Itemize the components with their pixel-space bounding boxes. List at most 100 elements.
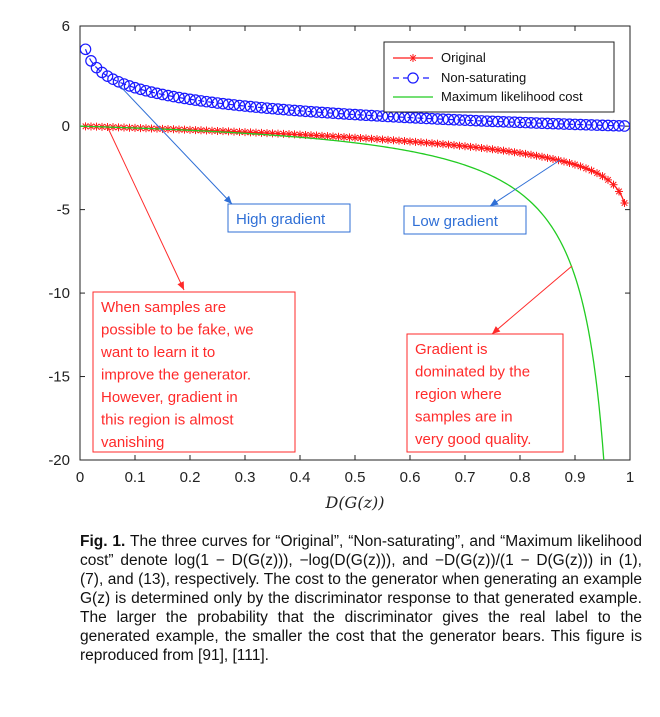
original-marker: [439, 140, 447, 149]
chart-svg: 0 0.1 0.2 0.3 0.4 0.5 0.6 0.7 0.8 0.9 1 6 0 -5 -10 -15 -…: [48, 18, 634, 512]
annotation-vanishing-line: When samples are: [101, 299, 226, 316]
x-tick-label: 0.6: [400, 469, 421, 486]
legend-label-non-saturating: Non-saturating: [441, 70, 526, 85]
arrow-vanishing-head: [177, 281, 184, 290]
marker-stroke: [621, 199, 628, 207]
marker-stroke: [412, 138, 419, 146]
non-saturating-marker: [277, 103, 290, 116]
x-tick-label: 0.1: [125, 469, 146, 486]
original-marker: [477, 144, 486, 153]
y-tick-label: -5: [57, 202, 70, 219]
non-saturating-marker: [173, 91, 185, 104]
original-marker: [450, 141, 458, 150]
original-marker: [620, 199, 629, 208]
marker-stroke: [439, 141, 447, 148]
annotation-high-gradient: High gradient: [227, 203, 351, 233]
marker-stroke: [395, 137, 403, 144]
x-tick-label: 0.8: [510, 469, 531, 486]
marker-stroke: [318, 132, 326, 139]
marker-stroke: [313, 132, 320, 139]
marker-stroke: [390, 137, 397, 144]
marker-stroke: [456, 142, 463, 149]
non-saturating-marker: [442, 113, 455, 126]
x-tick-label: 0.3: [235, 469, 256, 486]
original-marker: [483, 144, 491, 153]
non-saturating-marker: [167, 90, 180, 103]
original-marker: [576, 162, 585, 171]
non-saturating-marker: [613, 120, 625, 132]
original-marker: [538, 152, 546, 161]
marker-stroke: [230, 128, 238, 135]
non-saturating-marker: [283, 104, 295, 116]
annotation-vanishing-line: possible to be fake, we: [101, 322, 254, 339]
non-saturating-marker: [255, 101, 268, 114]
non-saturating-marker: [602, 119, 614, 132]
marker-stroke: [538, 153, 546, 160]
non-saturating-marker: [585, 119, 598, 131]
non-saturating-marker: [162, 89, 174, 102]
arrow-low-gradient: [489, 159, 561, 207]
marker-stroke: [219, 128, 227, 135]
figure-caption: Fig. 1. The three curves for “Original”,…: [80, 532, 642, 665]
original-marker: [466, 142, 475, 151]
non-saturating-marker: [552, 118, 565, 130]
non-saturating-marker: [354, 109, 367, 121]
x-tick-label: 0.4: [290, 469, 311, 486]
annotation-good-quality: Gradient is dominated by the region where s…: [406, 333, 564, 453]
non-saturating-marker: [266, 102, 279, 115]
non-saturating-marker: [530, 117, 543, 129]
non-saturating-marker: [321, 107, 334, 119]
non-saturating-marker: [596, 119, 609, 132]
original-marker: [593, 169, 601, 178]
legend-marker-original: [409, 54, 417, 62]
non-saturating-marker: [470, 114, 482, 127]
series-line-max-likelihood: [80, 125, 605, 460]
marker-stroke: [368, 135, 375, 142]
marker-stroke: [500, 147, 507, 154]
marker-stroke: [307, 132, 315, 139]
annotation-low-gradient-line: Low gradient: [412, 213, 499, 230]
marker-stroke: [401, 137, 408, 145]
legend-box: [383, 41, 615, 113]
non-saturating-marker: [618, 120, 630, 132]
original-marker: [461, 142, 469, 151]
non-saturating-marker: [101, 70, 114, 82]
marker-stroke: [610, 181, 617, 188]
non-saturating-marker: [360, 109, 372, 122]
marker-stroke: [544, 154, 551, 161]
original-marker: [516, 149, 524, 158]
original-marker: [428, 139, 436, 148]
non-saturating-marker: [514, 116, 526, 129]
marker-stroke: [593, 169, 601, 177]
non-saturating-marker: [189, 94, 202, 106]
x-tick-label: 0.9: [565, 469, 586, 486]
annotation-good-quality-line: dominated by the: [415, 364, 530, 381]
original-marker: [527, 150, 535, 159]
marker-stroke: [324, 132, 331, 140]
annotation-good-quality-line: samples are in: [415, 409, 513, 426]
non-saturating-marker: [464, 114, 477, 127]
marker-stroke: [379, 136, 386, 143]
marker-stroke: [604, 176, 612, 184]
original-marker: [604, 175, 612, 184]
original-marker: [455, 141, 464, 150]
non-saturating-marker: [569, 118, 581, 131]
non-saturating-marker: [525, 117, 537, 129]
marker-stroke: [599, 173, 606, 180]
non-saturating-marker: [349, 108, 361, 121]
non-saturating-marker: [574, 118, 587, 131]
original-marker: [587, 166, 596, 175]
legend-marker-non-saturating: [407, 72, 419, 84]
original-marker: [560, 157, 568, 166]
annotation-vanishing: When samples are possible to be fake, we w…: [92, 291, 296, 453]
annotation-good-quality-line: Gradient is: [415, 341, 488, 358]
non-saturating-marker: [228, 99, 240, 111]
original-marker: [510, 148, 519, 157]
annotation-vanishing-line: want to learn it to: [100, 344, 215, 361]
marker-stroke: [489, 146, 496, 153]
caption-label: Fig. 1.: [80, 533, 126, 550]
non-saturating-marker: [541, 117, 554, 130]
non-saturating-marker: [118, 78, 130, 90]
non-saturating-marker: [233, 99, 246, 112]
marker-stroke: [516, 149, 524, 157]
